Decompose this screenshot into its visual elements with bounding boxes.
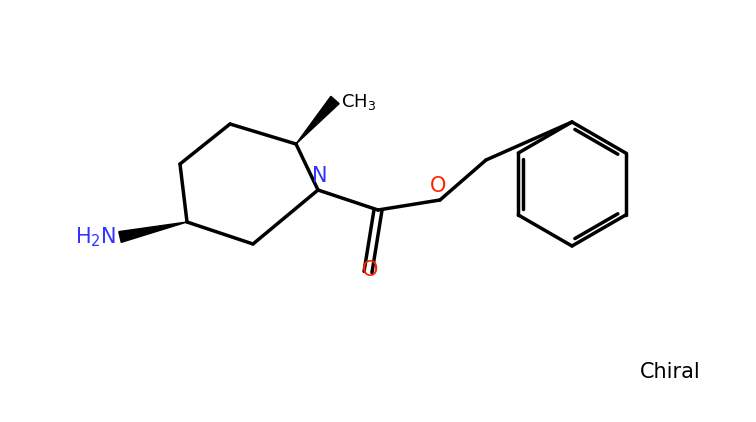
- Polygon shape: [296, 96, 339, 144]
- Text: H$_2$N: H$_2$N: [75, 225, 116, 249]
- Text: O: O: [430, 176, 446, 196]
- Text: CH$_3$: CH$_3$: [341, 92, 376, 112]
- Text: N: N: [312, 166, 328, 186]
- Text: O: O: [362, 260, 378, 280]
- Text: Chiral: Chiral: [640, 362, 701, 382]
- Polygon shape: [119, 222, 187, 242]
